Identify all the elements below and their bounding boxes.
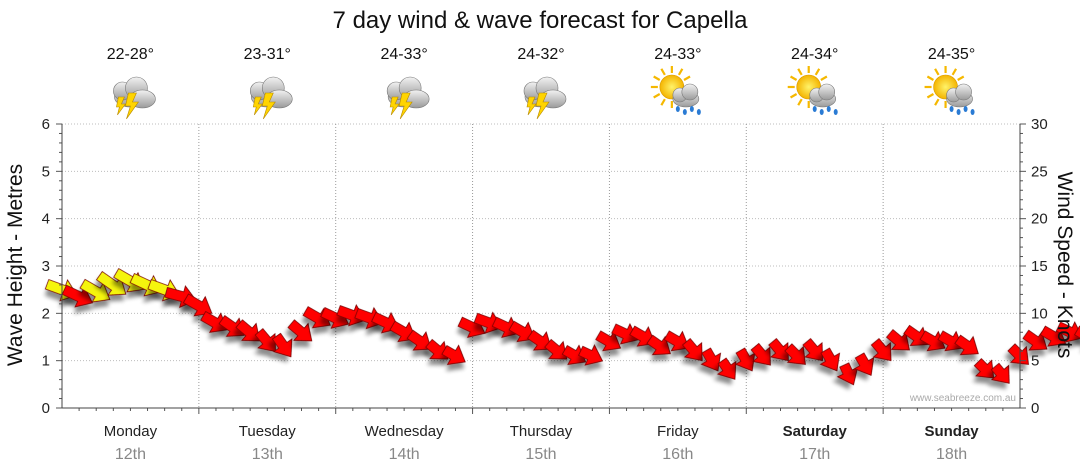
sun-rain-icon — [924, 66, 975, 115]
wind-arrow — [544, 338, 568, 360]
left-axis-label: Wave Height - Metres — [4, 164, 27, 366]
wind-arrow — [561, 344, 587, 365]
watermark: www.seabreeze.com.au — [909, 393, 1016, 404]
temperature-label: 24-35° — [928, 46, 975, 63]
temperature-label: 24-32° — [517, 46, 564, 63]
right-tick-label: 0 — [1031, 400, 1039, 417]
wind-arrow — [937, 330, 964, 352]
left-tick-label: 2 — [42, 305, 50, 322]
thunderstorm-icon — [113, 76, 156, 120]
right-tick-label: 25 — [1031, 163, 1048, 180]
wind-arrow — [611, 323, 639, 345]
wind-arrow — [441, 344, 466, 365]
left-tick-label: 0 — [42, 400, 50, 417]
wind-arrow — [802, 338, 824, 362]
temperature-label: 22-28° — [107, 46, 154, 63]
wind-arrow — [681, 338, 703, 362]
wind-arrow — [218, 315, 245, 337]
temperature-label: 24-33° — [654, 46, 701, 63]
day-label: Monday — [104, 423, 158, 440]
wind-arrow — [508, 320, 536, 343]
temperature-label: 24-33° — [380, 46, 427, 63]
date-label: 17th — [799, 446, 830, 463]
wind-arrow — [200, 310, 228, 333]
right-tick-label: 20 — [1031, 211, 1048, 228]
wind-arrow — [1055, 321, 1080, 343]
wind-arrow — [595, 330, 622, 352]
wind-arrow — [734, 347, 756, 372]
wind-arrow — [784, 343, 806, 365]
left-tick-label: 1 — [42, 353, 50, 370]
wind-arrow — [79, 278, 111, 303]
wind-arrow — [527, 329, 553, 351]
right-axis-label: Wind Speed - Knots — [1053, 172, 1076, 359]
wind-arrow — [254, 328, 276, 353]
sun-rain-icon — [650, 66, 701, 115]
wind-arrow — [768, 338, 789, 362]
date-label: 14th — [389, 446, 420, 463]
date-label: 13th — [252, 446, 283, 463]
wind-arrow — [716, 357, 737, 380]
date-label: 15th — [525, 446, 556, 463]
day-label: Thursday — [510, 423, 573, 440]
wind-arrow — [750, 342, 771, 366]
wind-arrow — [885, 329, 910, 351]
wind-arrow — [990, 362, 1010, 384]
day-label: Saturday — [783, 423, 848, 440]
date-label: 18th — [936, 446, 967, 463]
thunderstorm-icon — [249, 76, 293, 120]
wind-arrow — [836, 362, 859, 386]
wind-arrow — [287, 319, 313, 342]
day-label: Sunday — [924, 423, 979, 440]
left-tick-label: 3 — [42, 258, 50, 275]
day-label: Friday — [657, 423, 699, 440]
thunderstorm-icon — [523, 76, 567, 120]
left-tick-label: 5 — [42, 163, 50, 180]
chart-title: 7 day wind & wave forecast for Capella — [333, 7, 749, 34]
wind-arrow — [271, 332, 293, 358]
sun-rain-icon — [787, 66, 838, 115]
day-label: Tuesday — [239, 423, 296, 440]
wind-arrow — [954, 334, 979, 356]
left-tick-label: 6 — [42, 116, 50, 133]
temperature-label: 23-31° — [244, 46, 291, 63]
wind-arrow — [95, 270, 127, 296]
right-tick-label: 5 — [1031, 353, 1039, 370]
wind-arrow — [182, 293, 213, 317]
wind-arrow — [870, 338, 892, 362]
wind-arrow — [919, 330, 946, 352]
wind-arrow — [853, 352, 875, 376]
right-tick-label: 10 — [1031, 305, 1048, 322]
left-tick-label: 4 — [42, 211, 50, 228]
right-tick-label: 15 — [1031, 258, 1048, 275]
temperature-label: 24-34° — [791, 46, 838, 63]
day-label: Wednesday — [365, 423, 444, 440]
wind-arrow — [406, 329, 432, 351]
wind-arrow — [973, 358, 995, 379]
wind-arrow — [578, 344, 604, 366]
date-label: 16th — [662, 446, 693, 463]
right-tick-label: 30 — [1031, 116, 1048, 133]
wind-arrow — [1073, 325, 1080, 347]
wind-arrow — [235, 319, 261, 342]
wind-arrow — [819, 347, 841, 372]
wind-arrow — [700, 347, 722, 372]
date-label: 12th — [115, 446, 146, 463]
thunderstorm-icon — [386, 76, 430, 120]
